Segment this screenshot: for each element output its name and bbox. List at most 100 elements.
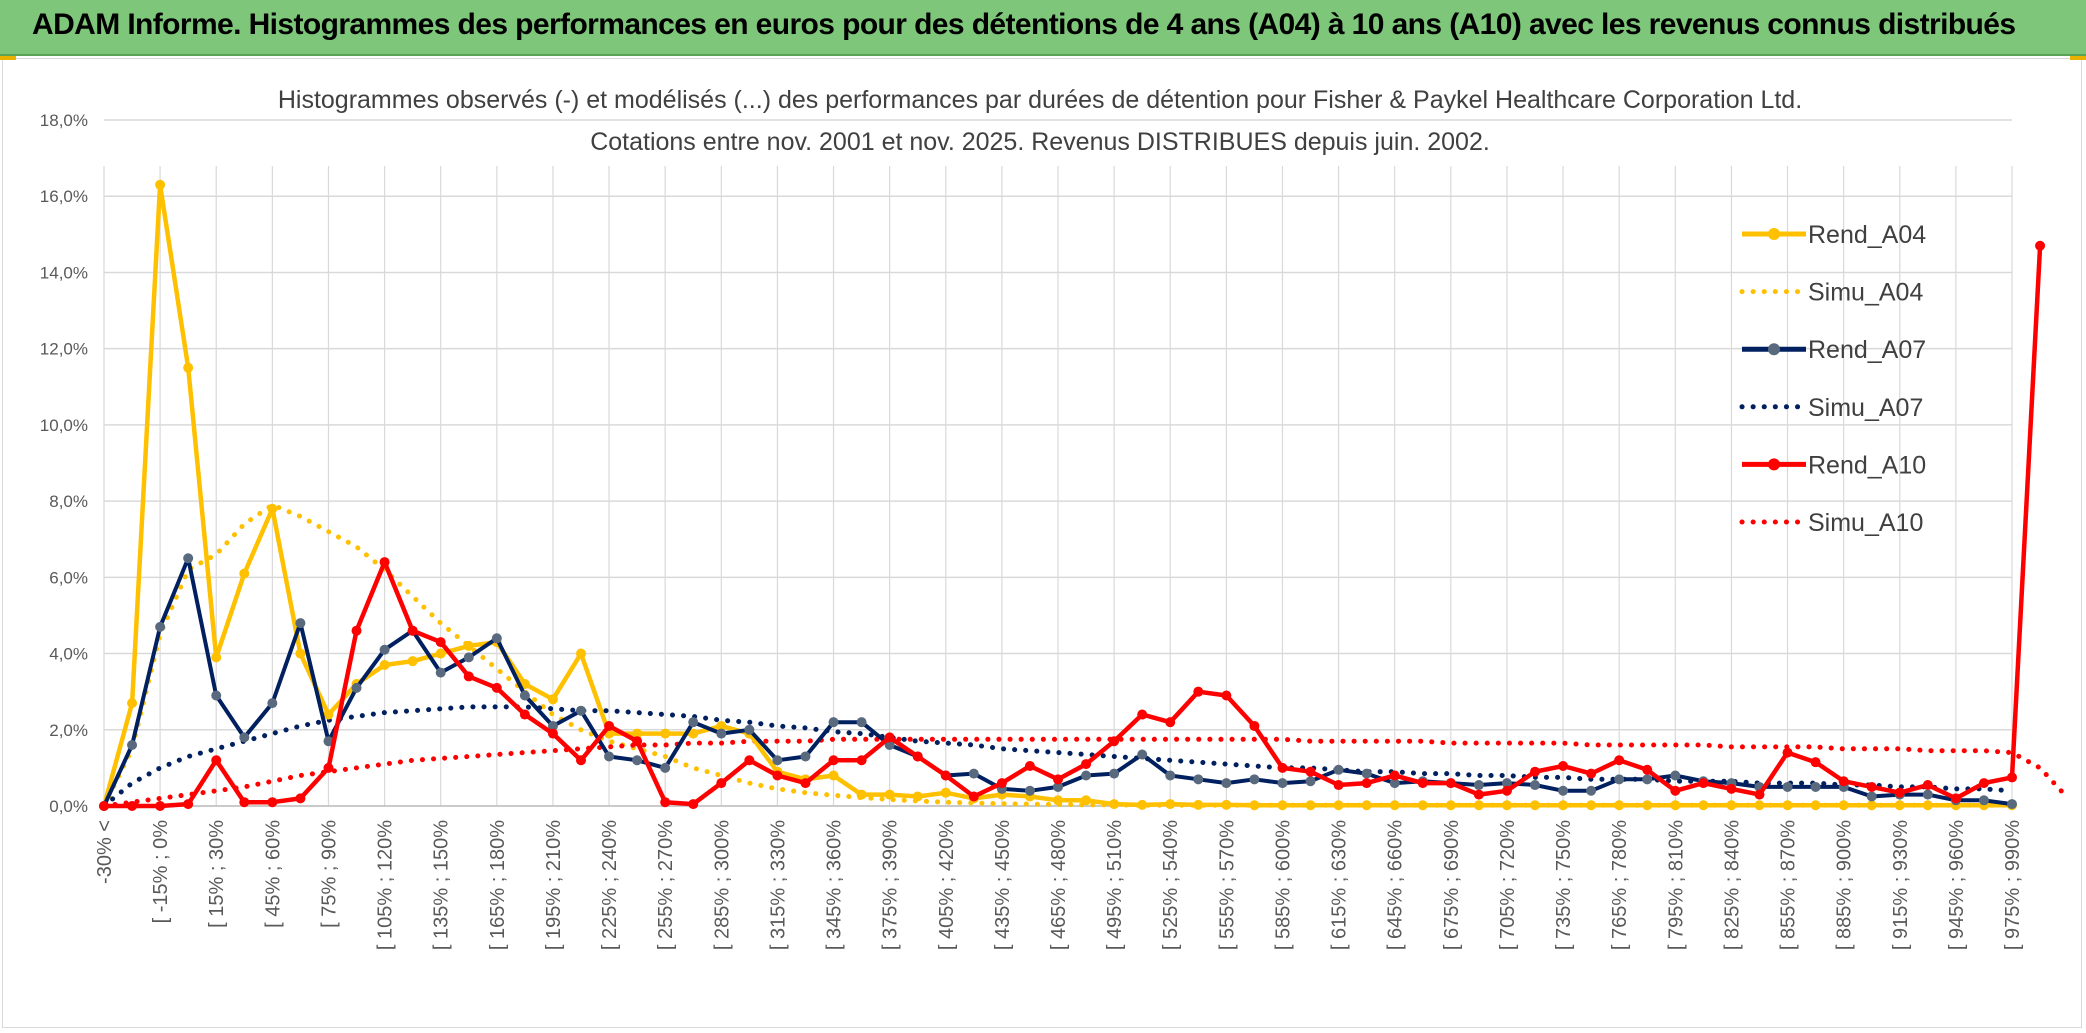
chart-frame	[2, 58, 2082, 1028]
legend-marker	[1768, 228, 1780, 240]
x-tick-label: [ 915% ; 930%	[1890, 820, 1912, 950]
data-point	[884, 732, 895, 743]
x-tick-label: [ 525% ; 540%	[1160, 820, 1182, 950]
data-point	[1838, 800, 1849, 811]
chart-subtitle: Cotations entre nov. 2001 et nov. 2025. …	[590, 128, 1490, 156]
data-point	[1445, 778, 1456, 789]
y-tick-label: 18,0%	[40, 111, 88, 130]
data-point	[1473, 800, 1484, 811]
data-point	[1333, 780, 1344, 791]
data-point	[1417, 800, 1428, 811]
data-point	[912, 751, 923, 762]
data-point	[1109, 768, 1120, 779]
x-tick-label: [ 765% ; 780%	[1609, 820, 1631, 950]
y-tick-label: 16,0%	[40, 187, 88, 206]
data-point	[1193, 686, 1204, 697]
data-point	[435, 637, 446, 648]
legend-label: Rend_A07	[1808, 336, 1926, 364]
chart-legend: Rend_A04 Simu_A04 Rend_A07 Simu_A07 Rend_A10…	[1739, 221, 1926, 537]
x-tick-label: [ 825% ; 840%	[1721, 820, 1743, 950]
data-point	[800, 751, 811, 762]
data-point	[1249, 774, 1260, 785]
data-point	[463, 640, 474, 651]
data-point	[1614, 755, 1625, 766]
data-point	[1249, 800, 1260, 811]
legend-label: Rend_A10	[1808, 451, 1926, 479]
data-point	[1698, 800, 1709, 811]
x-axis-ticks: -30% < [ -15% ; 0% [ 15% ; 30% [ 45% ; 60% […	[94, 820, 2024, 950]
data-point	[604, 751, 615, 762]
data-point	[1445, 800, 1456, 811]
data-point	[519, 709, 530, 720]
x-tick-label: [ 675% ; 690%	[1441, 820, 1463, 950]
data-point	[800, 778, 811, 789]
x-tick-label: [ 285% ; 300%	[711, 820, 733, 950]
data-point	[1922, 780, 1933, 791]
data-point	[1670, 800, 1681, 811]
data-point	[576, 648, 586, 659]
y-tick-label: 0,0%	[49, 797, 88, 816]
data-point	[1530, 766, 1540, 777]
data-point	[884, 789, 895, 800]
data-point	[1389, 778, 1400, 789]
data-point	[435, 648, 446, 659]
data-point	[660, 797, 671, 808]
x-tick-label: [ 225% ; 240%	[599, 820, 621, 950]
x-tick-label: [ 315% ; 330%	[767, 820, 789, 950]
data-point	[183, 362, 194, 373]
data-point	[1530, 800, 1540, 811]
data-point	[351, 682, 362, 693]
data-point	[239, 568, 250, 579]
data-point	[295, 618, 306, 629]
data-point	[239, 797, 250, 808]
data-point	[491, 633, 502, 644]
legend-label: Rend_A04	[1808, 221, 1926, 249]
legend-item-rend-a10: Rend_A10	[1742, 451, 1926, 479]
data-point	[295, 648, 306, 659]
x-tick-label: [ 165% ; 180%	[487, 820, 509, 950]
data-point	[183, 553, 194, 564]
data-point	[1361, 800, 1372, 811]
data-point	[1473, 780, 1484, 791]
data-point	[1277, 778, 1288, 789]
data-point	[1866, 781, 1877, 792]
data-point	[155, 801, 166, 811]
data-point	[1810, 800, 1821, 811]
data-point	[1081, 759, 1092, 770]
data-point	[688, 799, 699, 810]
data-point	[1670, 770, 1681, 781]
data-point	[996, 778, 1007, 789]
data-point	[1950, 793, 1961, 804]
y-axis-ticks: 0,0% 2,0% 4,0% 6,0% 8,0% 10,0% 12,0% 14,0% 16,0%…	[40, 111, 88, 816]
data-point	[1024, 760, 1035, 771]
data-point	[772, 770, 783, 781]
y-tick-label: 10,0%	[40, 416, 88, 435]
data-point	[1922, 789, 1933, 800]
legend-item-rend-a04: Rend_A04	[1742, 221, 1926, 249]
data-point	[547, 728, 558, 739]
data-point	[1586, 785, 1597, 796]
x-tick-label: [ 135% ; 150%	[431, 820, 453, 950]
series-rend-a04	[99, 179, 2017, 811]
legend-label: Simu_A04	[1808, 279, 1923, 307]
data-point	[1081, 795, 1092, 806]
data-point	[267, 503, 278, 514]
data-point	[1137, 709, 1148, 720]
data-point	[688, 717, 699, 728]
data-point	[547, 694, 558, 705]
data-point	[1389, 800, 1400, 811]
series-simu-a07	[101, 704, 2015, 809]
x-tick-label: [ -15% ; 0%	[150, 820, 172, 924]
data-point	[519, 690, 530, 701]
y-tick-label: 14,0%	[40, 263, 88, 282]
data-point	[1249, 720, 1260, 731]
legend-item-rend-a07: Rend_A07	[1742, 336, 1926, 364]
x-tick-label: -30% <	[94, 820, 116, 884]
data-point	[884, 740, 895, 751]
x-tick-label: [ 735% ; 750%	[1553, 820, 1575, 950]
data-point	[155, 179, 166, 190]
data-point	[155, 621, 166, 632]
data-point	[1894, 787, 1905, 798]
data-point	[1221, 778, 1232, 789]
